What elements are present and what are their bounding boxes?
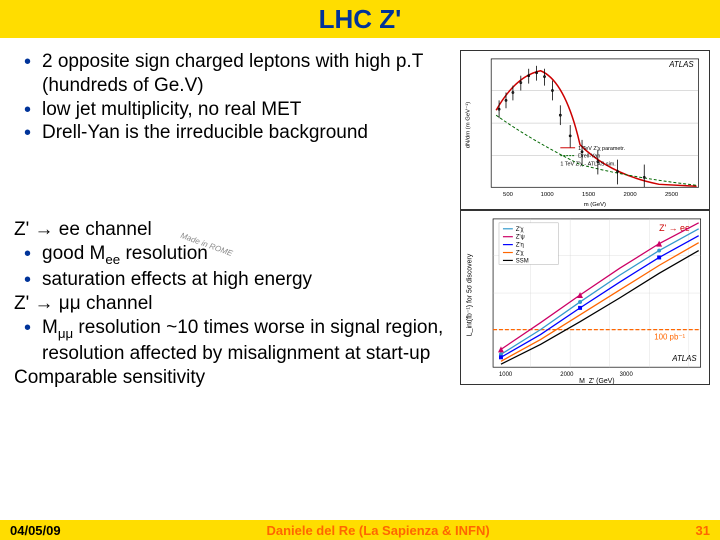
bullet-item: Drell-Yan is the irreducible background [24, 121, 460, 145]
content-row-2: Z' → ee channel good Mee resolution Made… [0, 210, 720, 390]
s2-line1: Z' → ee channel [14, 218, 460, 242]
svg-text:Z'χ: Z'χ [516, 250, 525, 256]
chart2-experiment: ATLAS [671, 354, 697, 363]
s2-line3: Comparable sensitivity [14, 366, 460, 390]
svg-text:SSM: SSM [516, 258, 529, 264]
svg-text:Drell-Yan: Drell-Yan [578, 154, 600, 160]
svg-text:2500: 2500 [665, 192, 679, 198]
right-charts: ATLAS [460, 50, 710, 210]
svg-text:3000: 3000 [620, 372, 634, 378]
svg-text:m (GeV): m (GeV) [584, 202, 606, 208]
s2-line2: Z' → μμ channel [14, 292, 460, 316]
svg-text:L_int(fb⁻¹) for 5σ discovery: L_int(fb⁻¹) for 5σ discovery [466, 253, 473, 336]
s2-sub1: good Mee resolution Made in ROME [14, 242, 460, 268]
svg-text:M_Z' (GeV): M_Z' (GeV) [579, 378, 614, 384]
svg-text:1 TeV Z'χ - ATLAS sim.: 1 TeV Z'χ - ATLAS sim. [560, 162, 616, 168]
footer: 04/05/09 Daniele del Re (La Sapienza & I… [0, 520, 720, 540]
chart2-inset-title: Z' → ee [659, 223, 690, 233]
chart-1-mass-spectrum: ATLAS [460, 50, 710, 210]
title-bar: LHC Z' [0, 0, 720, 38]
svg-text:Z'η: Z'η [516, 243, 524, 249]
bullets-top: 2 opposite sign charged leptons with hig… [10, 50, 460, 210]
footer-date: 04/05/09 [10, 523, 61, 538]
svg-text:dN/dm (m GeV⁻¹): dN/dm (m GeV⁻¹) [465, 102, 471, 148]
svg-text:1 TeV Z'χ parametr.: 1 TeV Z'χ parametr. [578, 146, 625, 152]
chart2-legend: Z'χ Z'ψ Z'η Z'χ SSM [499, 223, 558, 265]
svg-text:1000: 1000 [499, 372, 513, 378]
svg-text:Z'χ: Z'χ [516, 227, 525, 233]
svg-text:100 pb⁻¹: 100 pb⁻¹ [654, 333, 685, 342]
section-2: Z' → ee channel good Mee resolution Made… [10, 210, 460, 390]
footer-author: Daniele del Re (La Sapienza & INFN) [266, 523, 489, 538]
content-row-1: 2 opposite sign charged leptons with hig… [0, 38, 720, 210]
footer-page: 31 [696, 523, 710, 538]
slide-title: LHC Z' [319, 4, 402, 35]
svg-text:1000: 1000 [541, 192, 555, 198]
right-chart-2: ATLAS Z' → ee 100 pb⁻¹ [460, 210, 710, 390]
s2-sub2: saturation effects at high energy [14, 268, 460, 292]
svg-text:500: 500 [503, 192, 514, 198]
s2-sub3: Mμμ resolution ~10 times worse in signal… [14, 316, 460, 366]
bullet-item: low jet multiplicity, no real MET [24, 98, 460, 122]
svg-text:2000: 2000 [560, 372, 574, 378]
svg-text:Z'ψ: Z'ψ [516, 235, 525, 241]
chart-2-discovery: ATLAS Z' → ee 100 pb⁻¹ [460, 210, 710, 385]
chart1-experiment: ATLAS [668, 60, 694, 69]
svg-text:1500: 1500 [582, 192, 596, 198]
bullet-item: 2 opposite sign charged leptons with hig… [24, 50, 460, 98]
svg-text:2000: 2000 [624, 192, 638, 198]
